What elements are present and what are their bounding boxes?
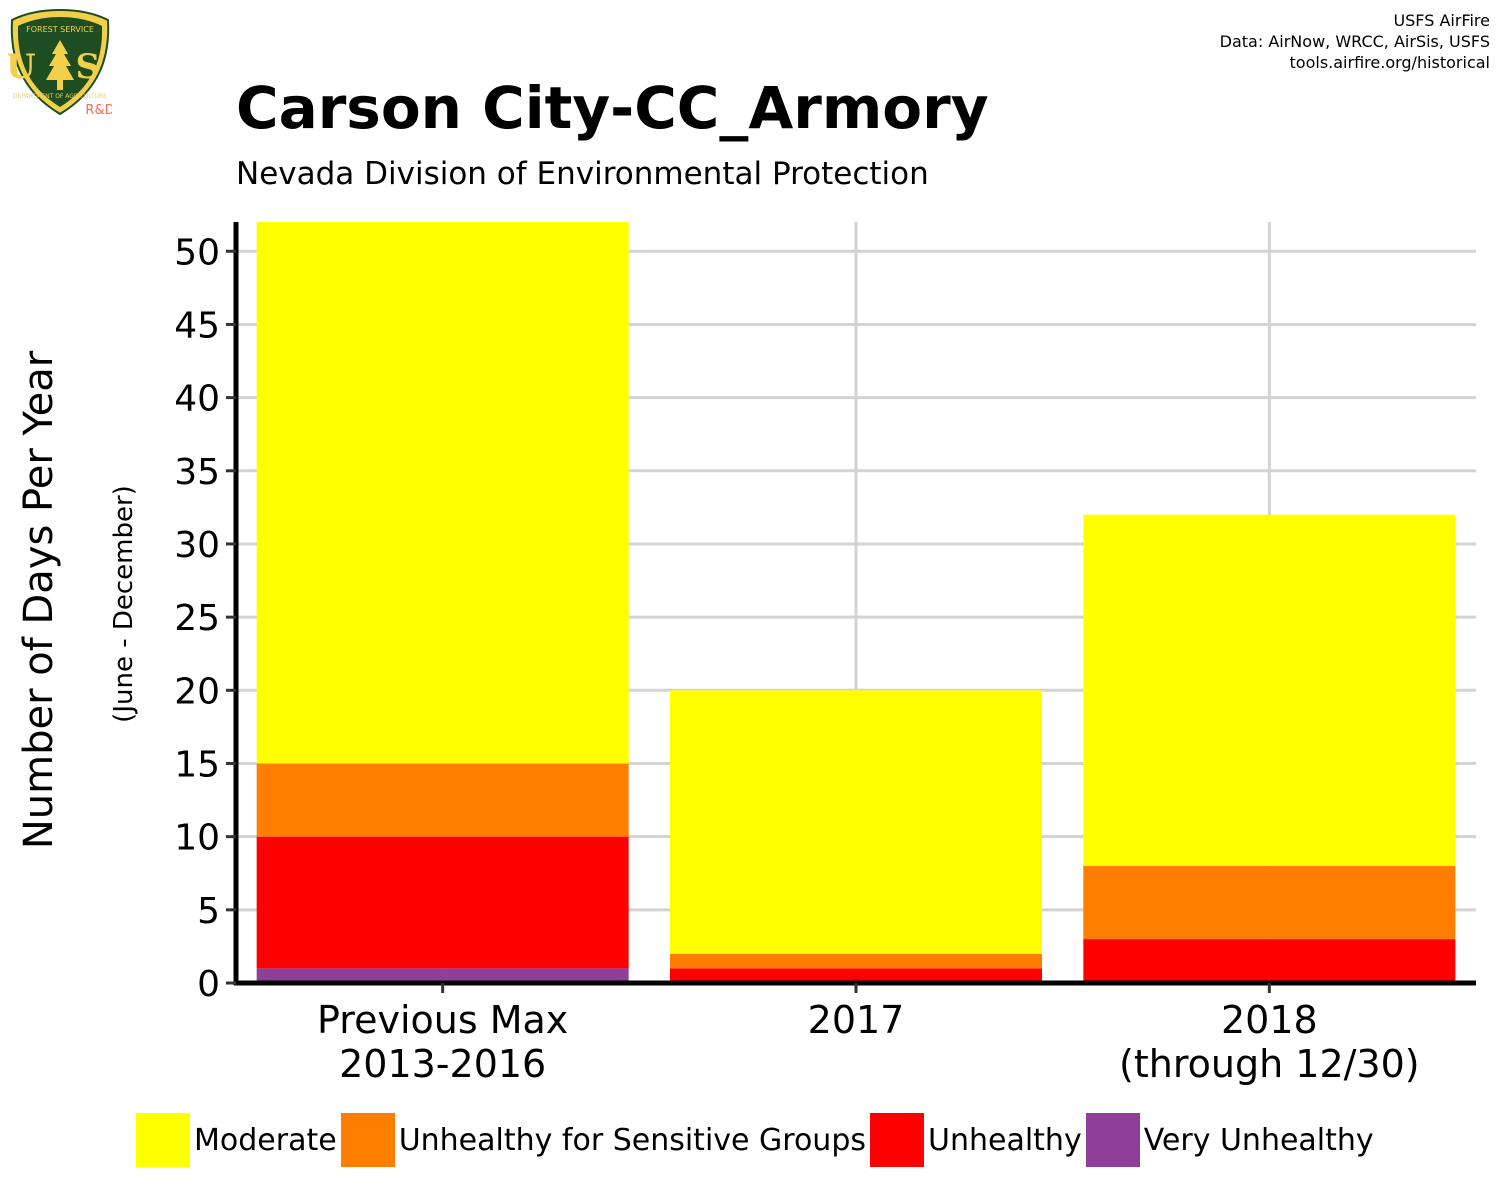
legend-item: Unhealthy for Sensitive Groups (340, 1113, 866, 1167)
credit-line: Data: AirNow, WRCC, AirSis, USFS (1219, 32, 1490, 51)
axes (226, 222, 1476, 993)
y-tick-label: 40 (174, 379, 220, 420)
bar-segment (256, 763, 629, 837)
y-tick-label: 20 (174, 671, 220, 712)
legend-item: Very Unhealthy (1085, 1113, 1374, 1167)
y-axis-sublabel: (June - December) (109, 485, 139, 723)
legend-label: Unhealthy for Sensitive Groups (398, 1122, 866, 1158)
logo-top-text: FOREST SERVICE (26, 25, 94, 34)
y-tick-label: 15 (174, 744, 220, 785)
usfs-shield-icon: FOREST SERVICE U S DEPARTMENT OF AGRICUL… (6, 8, 115, 118)
legend-label: Very Unhealthy (1143, 1122, 1374, 1158)
bar-segment (256, 968, 629, 983)
logo-rd-label: R&D (85, 103, 112, 118)
bar-segment (256, 836, 629, 969)
y-tick-label: 30 (174, 525, 220, 566)
y-tick-label: 35 (174, 452, 220, 493)
legend-swatch (136, 1113, 190, 1167)
usfs-logo: FOREST SERVICE U S DEPARTMENT OF AGRICUL… (6, 8, 115, 118)
y-tick-label: 50 (174, 232, 220, 273)
bar-segment (1083, 939, 1456, 983)
x-tick-label: Previous Max (317, 998, 568, 1042)
legend-label: Unhealthy (928, 1122, 1082, 1158)
x-tick-label: (through 12/30) (1119, 1042, 1420, 1086)
bar-segment (1083, 514, 1456, 866)
chart-subtitle: Nevada Division of Environmental Protect… (236, 156, 929, 192)
y-axis-label: Number of Days Per Year (16, 350, 62, 849)
y-tick-label: 10 (174, 818, 220, 859)
bar-segment (670, 968, 1042, 983)
y-tick-label: 0 (197, 964, 220, 1005)
legend-item: Moderate (136, 1113, 337, 1167)
credits: USFS AirFire Data: AirNow, WRCC, AirSis,… (1220, 10, 1490, 73)
credit-line: tools.airfire.org/historical (1289, 53, 1490, 72)
bar-segment (670, 953, 1042, 969)
x-tick-label: 2018 (1221, 998, 1318, 1042)
y-tick-label: 25 (174, 598, 220, 639)
y-tick-label: 45 (174, 305, 220, 346)
bars (256, 222, 1456, 983)
y-tick-label: 5 (197, 891, 220, 932)
tree-icon (46, 40, 74, 90)
legend-item: Unhealthy (870, 1113, 1082, 1167)
bar-segment (1083, 865, 1456, 940)
bar-segment (256, 222, 629, 764)
legend-swatch (1085, 1113, 1140, 1167)
tick-labels: 0 5 10 15 20 25 30 35 40 45 50 Previous Max2013-201… (174, 232, 1419, 1086)
bar-segment (670, 690, 1042, 954)
chart-title: Carson City-CC_Armory (236, 74, 989, 142)
x-tick-label: 2013-2016 (339, 1042, 546, 1086)
legend-label: Moderate (194, 1122, 337, 1158)
credit-line: USFS AirFire (1393, 11, 1490, 30)
logo-bottom-text: DEPARTMENT OF AGRICULTURE (13, 93, 107, 100)
legend-swatch (340, 1113, 395, 1167)
legend-swatch (870, 1113, 924, 1167)
legend: Moderate Unhealthy for Sensitive Groups Un… (136, 1113, 1378, 1167)
x-tick-label: 2017 (808, 998, 905, 1042)
